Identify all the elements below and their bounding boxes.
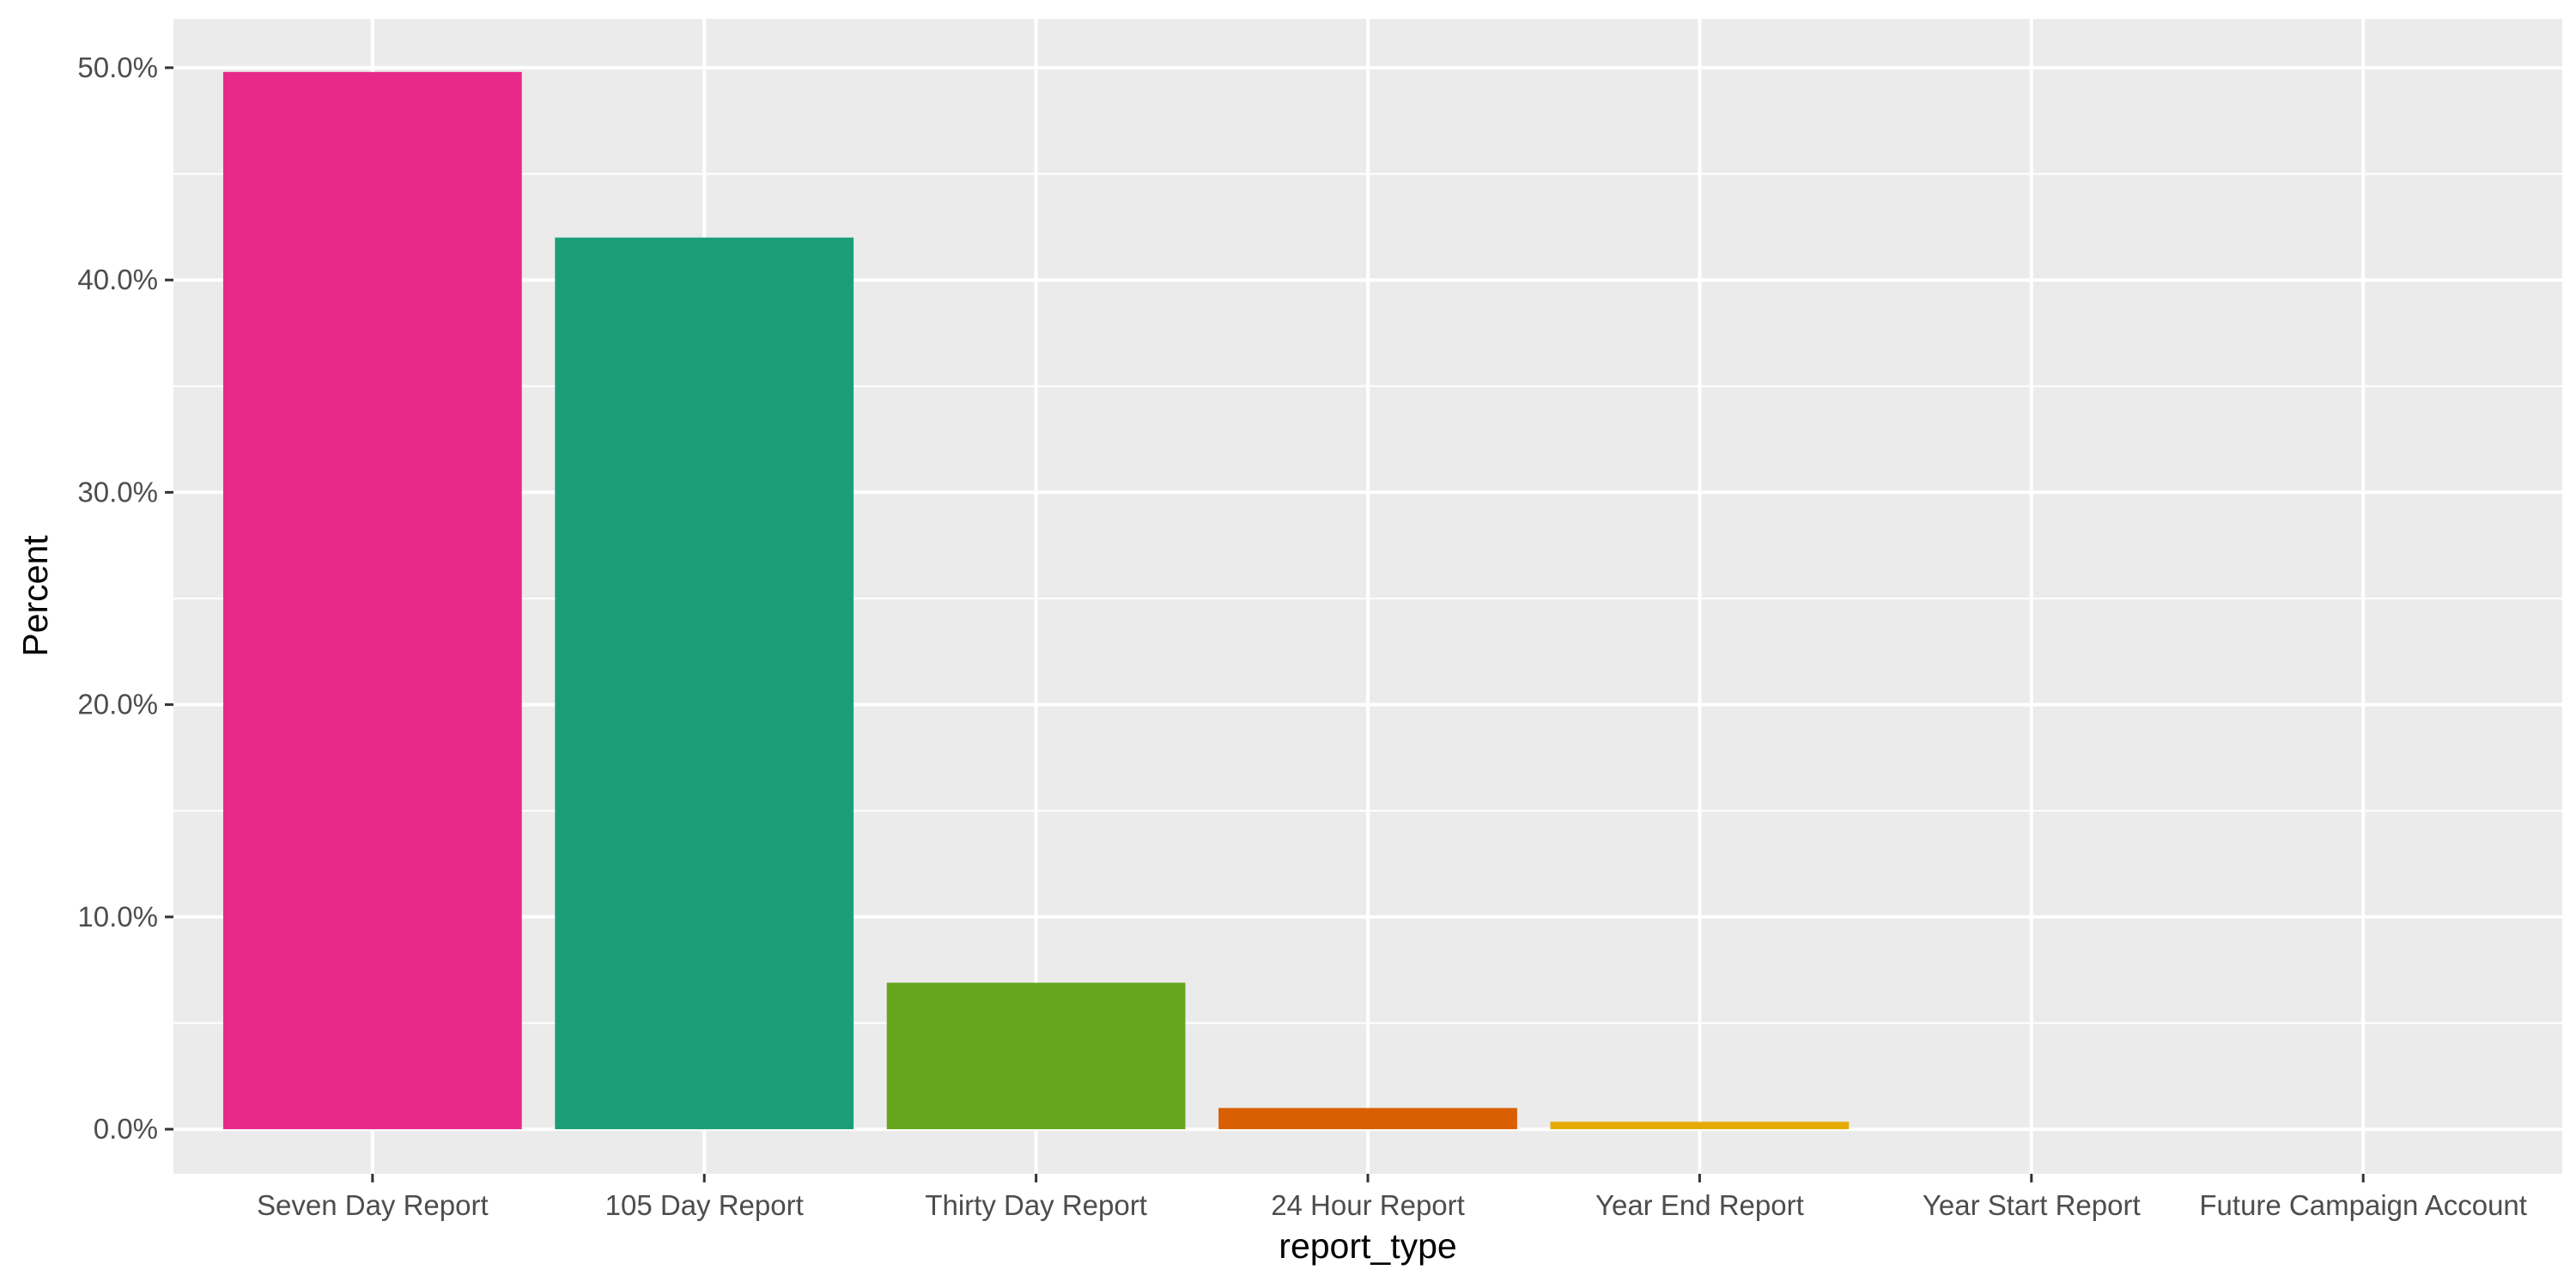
bar-1 <box>222 71 522 1130</box>
y-tick-label: 30.0% <box>77 476 158 507</box>
x-tick-label: 105 Day Report <box>605 1189 804 1221</box>
y-axis-title: Percent <box>15 535 55 657</box>
x-tick-label: Year End Report <box>1595 1189 1804 1221</box>
y-tick-label: 20.0% <box>77 689 158 720</box>
bars <box>222 71 1850 1130</box>
y-tick-label: 50.0% <box>77 52 158 83</box>
y-tick-label: 10.0% <box>77 901 158 933</box>
y-tick-label: 40.0% <box>77 264 158 295</box>
x-tick-label: 24 Hour Report <box>1271 1189 1465 1221</box>
bar-5 <box>1550 1121 1850 1130</box>
bar-3 <box>886 982 1186 1130</box>
bar-2 <box>555 237 854 1130</box>
x-tick-label: Thirty Day Report <box>925 1189 1147 1221</box>
x-tick-label: Seven Day Report <box>257 1189 489 1221</box>
bar-4 <box>1218 1108 1517 1130</box>
x-axis-title: report_type <box>1279 1226 1456 1266</box>
x-tick-label: Future Campaign Account <box>2199 1189 2527 1221</box>
y-axis: 0.0% 10.0% 20.0% 30.0% 40.0% 50.0% <box>77 52 173 1145</box>
x-axis: Seven Day Report 105 Day Report Thirty Day… <box>257 1174 2527 1221</box>
y-tick-label: 0.0% <box>94 1113 158 1145</box>
x-tick-label: Year Start Report <box>1923 1189 2141 1221</box>
